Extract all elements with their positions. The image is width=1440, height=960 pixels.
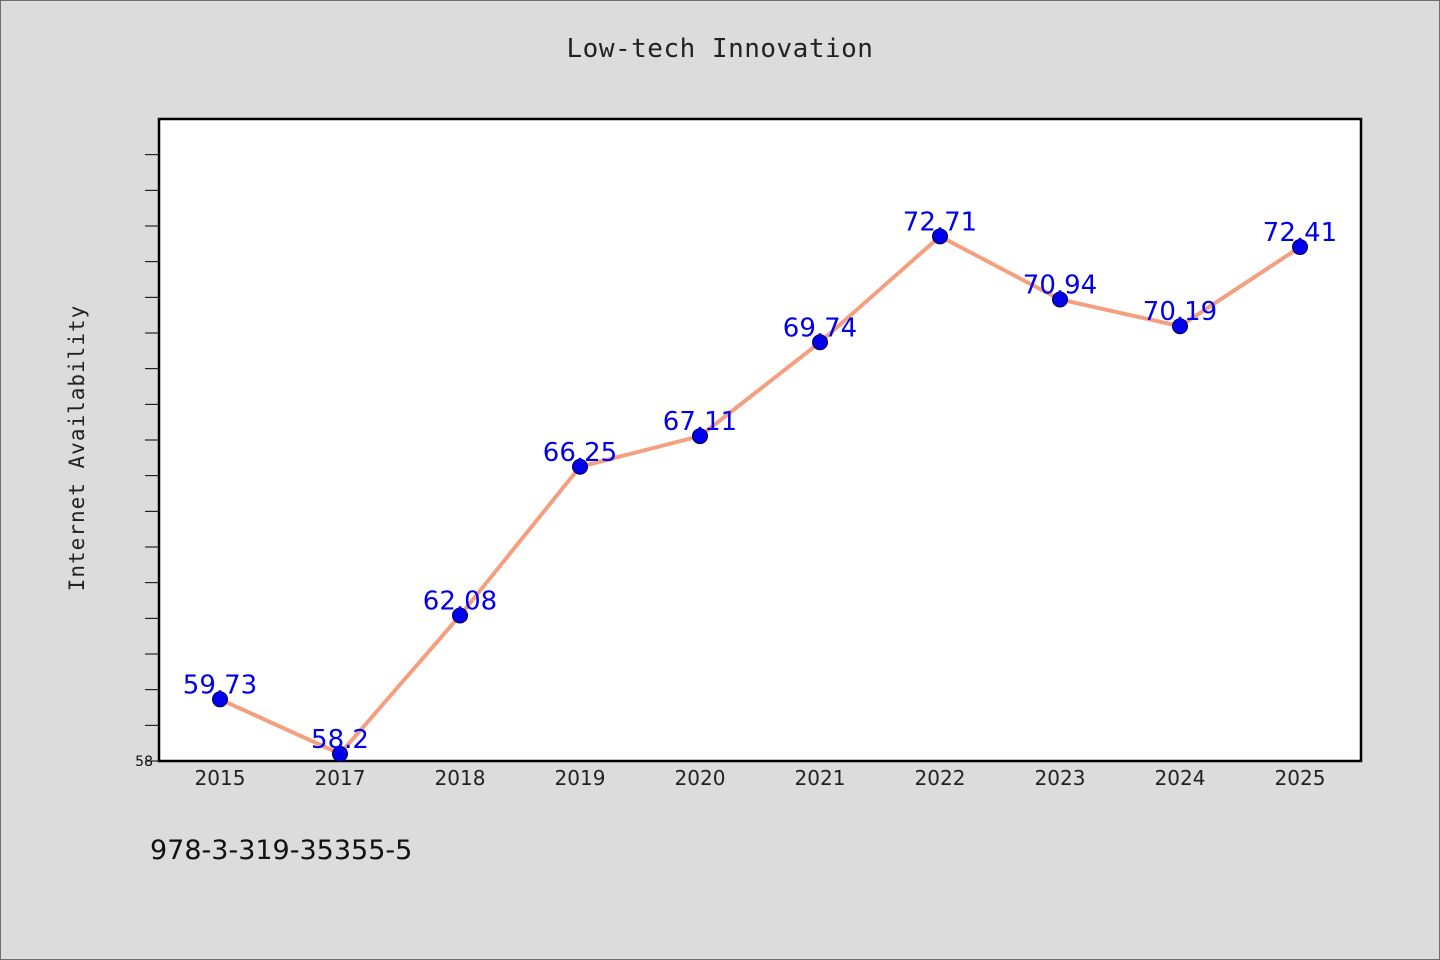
y-axis-tick-labels: 58 xyxy=(135,754,153,770)
chart-title: Low-tech Innovation xyxy=(566,34,874,64)
x-tick-label: 2017 xyxy=(315,766,366,790)
data-point-marker xyxy=(1172,318,1188,335)
y-axis-ticks xyxy=(145,154,159,762)
x-tick-label: 2018 xyxy=(435,766,486,790)
data-label: 72.71 xyxy=(903,207,977,237)
data-point-marker xyxy=(452,607,468,624)
y-tick-label: 58 xyxy=(135,754,153,770)
x-tick-label: 2015 xyxy=(195,766,246,790)
x-tick-label: 2020 xyxy=(675,766,726,790)
isbn-footnote: 978-3-319-35355-5 xyxy=(150,835,413,866)
series-markers xyxy=(212,228,1308,762)
data-point-marker xyxy=(212,691,228,708)
data-label: 62.08 xyxy=(423,586,497,616)
x-axis-tick-labels: 2015 2017 2018 2019 2020 2021 2022 2023 2024 2025 xyxy=(195,766,1326,790)
x-tick-label: 2021 xyxy=(795,766,846,790)
series-line-group xyxy=(218,234,1302,756)
data-label: 66.25 xyxy=(543,438,617,468)
data-label: 72.41 xyxy=(1263,218,1337,248)
data-label: 70.19 xyxy=(1143,297,1217,327)
plot-area xyxy=(157,117,1363,763)
x-tick-label: 2023 xyxy=(1035,766,1086,790)
data-point-marker xyxy=(692,428,708,445)
x-tick-label: 2022 xyxy=(915,766,966,790)
x-tick-label: 2024 xyxy=(1155,766,1206,790)
data-point-marker xyxy=(1292,239,1308,256)
data-point-marker xyxy=(1052,291,1068,308)
data-point-marker xyxy=(572,458,588,475)
data-labels: 59.73 58.2 62.08 66.25 67.11 69.74 72.71 70.94 7… xyxy=(183,207,1337,755)
data-label: 67.11 xyxy=(663,407,737,437)
x-tick-label: 2025 xyxy=(1275,766,1326,790)
y-axis-label: Internet Availability xyxy=(65,305,89,592)
data-label: 70.94 xyxy=(1023,270,1097,300)
data-label: 59.73 xyxy=(183,670,257,700)
data-point-marker xyxy=(812,334,828,351)
data-point-marker xyxy=(932,228,948,245)
data-label: 58.2 xyxy=(311,725,369,755)
data-label: 69.74 xyxy=(783,313,857,343)
series-line xyxy=(218,234,1302,756)
data-point-marker xyxy=(332,745,348,762)
x-tick-label: 2019 xyxy=(555,766,606,790)
